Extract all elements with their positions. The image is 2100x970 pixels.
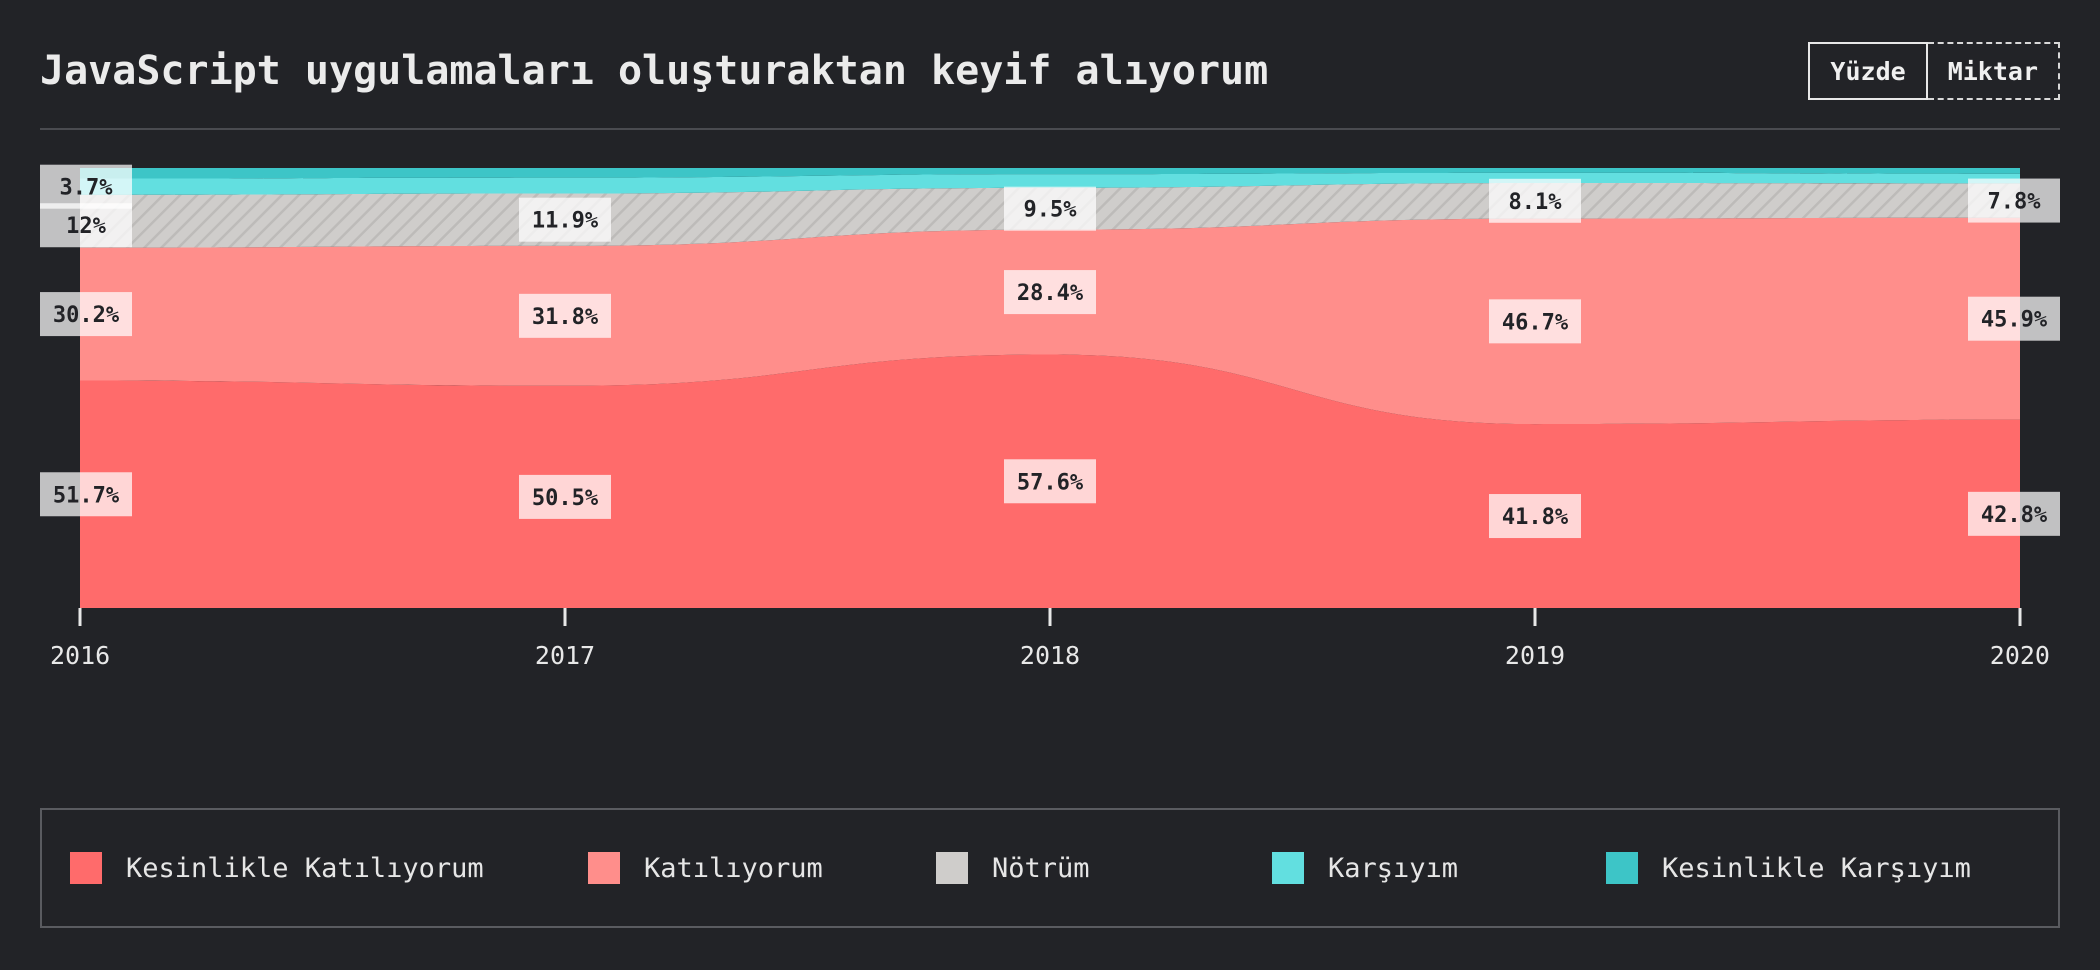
percent-toggle-button[interactable]: Yüzde [1808, 42, 1928, 100]
chart-title: JavaScript uygulamaları oluşturaktan key… [40, 48, 1269, 94]
legend-item-karsiyim[interactable]: Karşıyım [1272, 850, 1458, 886]
data-label-text: 45.9% [1981, 308, 2048, 333]
data-label: 30.2% [40, 292, 132, 337]
data-label-bg [40, 292, 132, 337]
data-label: 28.4% [1004, 270, 1096, 315]
data-label-text: 12% [66, 214, 106, 239]
data-label-text: 46.7% [1502, 310, 1569, 335]
legend-swatch [1606, 852, 1638, 884]
legend-item-notrum[interactable]: Nötrüm [936, 850, 1090, 886]
unit-toggle: Yüzde Miktar [1808, 42, 2060, 100]
data-label-bg [40, 164, 132, 209]
data-label-bg [1004, 459, 1096, 504]
data-label: 8.1% [1489, 178, 1581, 223]
x-tick-label: 2020 [1990, 641, 2050, 670]
data-label-text: 41.8% [1502, 505, 1569, 530]
chart-header: JavaScript uygulamaları oluşturaktan key… [40, 40, 2060, 130]
data-label-text: 51.7% [53, 483, 120, 508]
data-label: 51.7% [40, 472, 132, 517]
amount-toggle-button[interactable]: Miktar [1927, 42, 2060, 100]
x-axis: 2016 2017 2018 2019 2020 [50, 608, 2050, 670]
data-label: 46.7% [1489, 299, 1581, 344]
data-label-text: 11.9% [532, 209, 599, 234]
data-label-text: 30.2% [53, 303, 120, 328]
data-label-bg [1968, 491, 2060, 536]
legend-label: Kesinlikle Katılıyorum [126, 852, 484, 884]
legend-label: Karşıyım [1328, 852, 1459, 884]
data-label-bg [519, 197, 611, 242]
data-label-text: 9.5% [1024, 198, 1078, 223]
data-label: 50.5% [519, 474, 611, 519]
data-label: 57.6% [1004, 459, 1096, 504]
data-label: 3.7% [40, 164, 132, 209]
data-label-bg [519, 293, 611, 338]
data-label-bg [519, 474, 611, 519]
x-tick-label: 2018 [1020, 641, 1080, 670]
legend-item-kesinlikle-katiliyorum[interactable]: Kesinlikle Katılıyorum [70, 850, 484, 886]
data-label-bg [1489, 178, 1581, 223]
area-layer [80, 168, 2020, 608]
data-label: 12% [40, 203, 132, 248]
data-label-bg [1489, 299, 1581, 344]
data-label-bg [1489, 494, 1581, 539]
legend-swatch [1272, 852, 1304, 884]
data-label: 45.9% [1968, 296, 2060, 341]
data-label: 7.8% [1968, 178, 2060, 223]
data-label-bg [40, 472, 132, 517]
data-label-layer: 51.7% 50.5% 57.6% 41.8% 42.8% 30.2% 31.8% 28.4%… [40, 164, 2060, 539]
data-label-bg [1004, 186, 1096, 231]
data-label-bg [1004, 270, 1096, 315]
data-label-text: 42.8% [1981, 503, 2048, 528]
data-label-text: 8.1% [1509, 190, 1563, 215]
data-label-bg [1968, 296, 2060, 341]
data-label: 42.8% [1968, 491, 2060, 536]
data-label: 41.8% [1489, 494, 1581, 539]
stacked-area-chart: 2016 2017 2018 2019 2020 51.7% 50.5% 57.6% 41.8… [40, 164, 2060, 670]
data-label-text: 57.6% [1017, 470, 1084, 495]
legend-label: Nötrüm [992, 852, 1090, 884]
legend-swatch [588, 852, 620, 884]
area-karşıyım[interactable] [80, 172, 2020, 195]
area-kesinlikle-karşıyım[interactable] [80, 168, 2020, 179]
legend-item-kesinlikle-karsiyim[interactable]: Kesinlikle Karşıyım [1606, 850, 1971, 886]
area-katılıyorum[interactable] [80, 217, 2020, 425]
legend-swatch [936, 852, 968, 884]
legend-item-katiliyorum[interactable]: Katılıyorum [588, 850, 823, 886]
legend-label: Kesinlikle Karşıyım [1662, 852, 1971, 884]
data-label: 11.9% [519, 197, 611, 242]
data-label-bg [1968, 178, 2060, 223]
legend-swatch [70, 852, 102, 884]
data-label-text: 50.5% [532, 486, 599, 511]
chart-legend: Kesinlikle Katılıyorum Katılıyorum Nötrü… [40, 808, 2060, 928]
data-label-text: 28.4% [1017, 281, 1084, 306]
data-label-bg [40, 203, 132, 248]
x-tick-label: 2016 [50, 641, 110, 670]
legend-label: Katılıyorum [644, 852, 823, 884]
data-label: 9.5% [1004, 186, 1096, 231]
data-label-text: 31.8% [532, 305, 599, 330]
data-label-text: 7.8% [1988, 190, 2042, 215]
x-tick-label: 2017 [535, 641, 595, 670]
x-tick-label: 2019 [1505, 641, 1565, 670]
data-label-text: 3.7% [60, 176, 114, 201]
data-label: 31.8% [519, 293, 611, 338]
